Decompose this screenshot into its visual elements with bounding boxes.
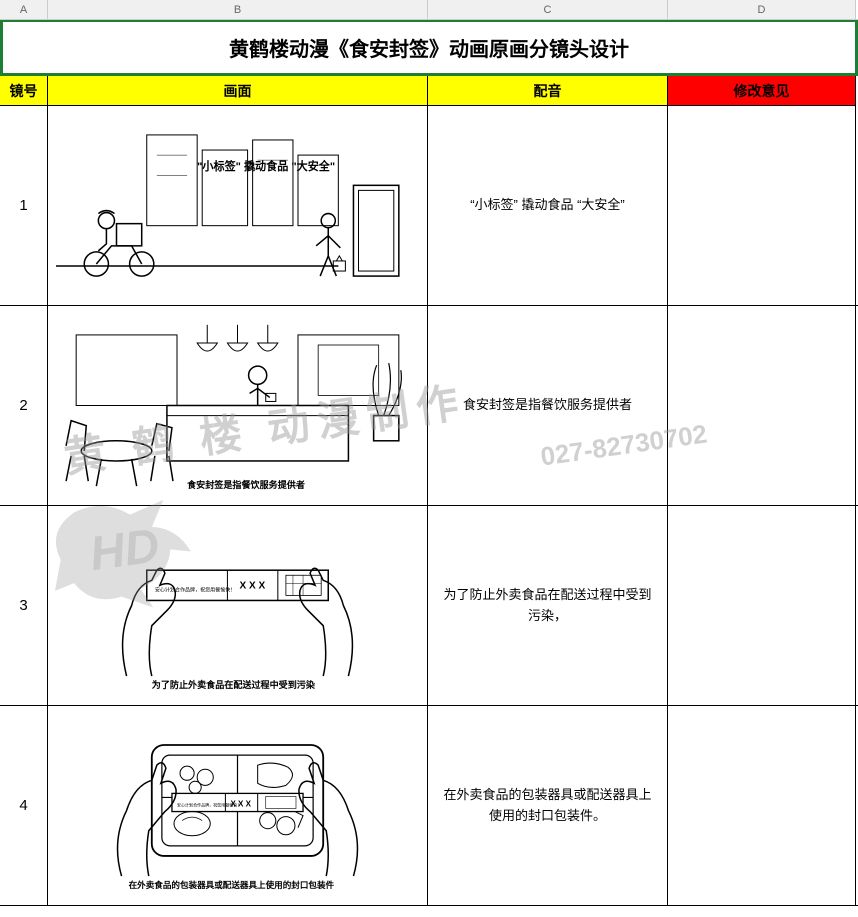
document-title[interactable]: 黄鹤楼动漫《食安封签》动画原画分镜头设计 [3, 22, 855, 73]
svg-text:X X X: X X X [240, 580, 266, 591]
revision-cell[interactable] [668, 506, 856, 705]
storyboard-scene-1: "小标签" 撬动食品 "大安全" [56, 114, 419, 297]
frame-cell[interactable]: X X X 安心计划合作品牌，祝您用餐愉快！ 在外卖食品的包装器具或配送器具上使… [48, 706, 428, 905]
storyboard-scene-3: X X X 安心计划合作品牌，祝您用餐愉快！ 为了防止外卖食品在配送过程中受到污… [56, 514, 419, 697]
revision-cell[interactable] [668, 706, 856, 905]
svg-text:食安封签是指餐饮服务提供者: 食安封签是指餐饮服务提供者 [186, 479, 305, 490]
col-header-a[interactable]: A [0, 0, 48, 19]
shot-no-cell[interactable]: 3 [0, 506, 48, 705]
title-row: 黄鹤楼动漫《食安封签》动画原画分镜头设计 [0, 20, 858, 76]
header-shot-no[interactable]: 镜号 [0, 76, 48, 106]
svg-text:在外卖食品的包装器具或配送器具上使用的封口包装件: 在外卖食品的包装器具或配送器具上使用的封口包装件 [129, 879, 335, 890]
revision-cell[interactable] [668, 306, 856, 505]
voiceover-cell[interactable]: “小标签” 撬动食品 “大安全” [428, 106, 668, 305]
header-revision[interactable]: 修改意见 [668, 76, 856, 106]
voiceover-cell[interactable]: 为了防止外卖食品在配送过程中受到污染， [428, 506, 668, 705]
table-row: 4 [0, 706, 858, 906]
table-row: 1 "小标签" 撬动食品 "大安全" [0, 106, 858, 306]
table-row: 2 [0, 306, 858, 506]
storyboard-scene-4: X X X 安心计划合作品牌，祝您用餐愉快！ 在外卖食品的包装器具或配送器具上使… [56, 714, 419, 897]
table-header-row: 镜号 画面 配音 修改意见 [0, 76, 858, 106]
header-voiceover[interactable]: 配音 [428, 76, 668, 106]
frame-cell[interactable]: X X X 安心计划合作品牌，祝您用餐愉快！ 为了防止外卖食品在配送过程中受到污… [48, 506, 428, 705]
header-frame[interactable]: 画面 [48, 76, 428, 106]
voiceover-cell[interactable]: 食安封签是指餐饮服务提供者 [428, 306, 668, 505]
col-header-b[interactable]: B [48, 0, 428, 19]
spreadsheet-container: A B C D 黄鹤楼动漫《食安封签》动画原画分镜头设计 镜号 画面 配音 修改… [0, 0, 858, 906]
voiceover-cell[interactable]: 在外卖食品的包装器具或配送器具上使用的封口包装件。 [428, 706, 668, 905]
frame-cell[interactable]: 食安封签是指餐饮服务提供者 [48, 306, 428, 505]
revision-cell[interactable] [668, 106, 856, 305]
svg-text:为了防止外卖食品在配送过程中受到污染: 为了防止外卖食品在配送过程中受到污染 [152, 679, 316, 690]
scene-text: "小标签" 撬动食品 "大安全" [197, 159, 335, 173]
shot-no-cell[interactable]: 4 [0, 706, 48, 905]
storyboard-scene-2: 食安封签是指餐饮服务提供者 [56, 314, 419, 497]
col-header-d[interactable]: D [668, 0, 856, 19]
frame-cell[interactable]: "小标签" 撬动食品 "大安全" [48, 106, 428, 305]
shot-no-cell[interactable]: 2 [0, 306, 48, 505]
svg-text:安心计划合作品牌，祝您用餐愉快！: 安心计划合作品牌，祝您用餐愉快！ [177, 802, 241, 808]
svg-text:安心计划合作品牌，祝您用餐愉快！: 安心计划合作品牌，祝您用餐愉快！ [155, 586, 236, 593]
table-row: 3 X X X 安心计划合作品牌，祝您用餐愉快！ 为了防止外卖食品在配送过程中受… [0, 506, 858, 706]
column-headers-row: A B C D [0, 0, 858, 20]
col-header-c[interactable]: C [428, 0, 668, 19]
shot-no-cell[interactable]: 1 [0, 106, 48, 305]
